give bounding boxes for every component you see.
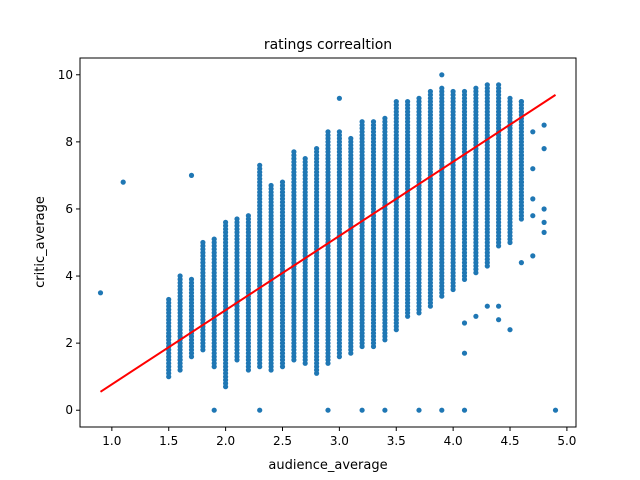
data-point-outlier — [530, 129, 536, 135]
data-point — [496, 82, 502, 88]
points-layer — [97, 72, 559, 413]
data-point-outlier — [461, 407, 468, 413]
data-point-outlier — [530, 196, 536, 202]
x-axis-label: audience_average — [268, 458, 387, 473]
data-point-outlier — [496, 317, 502, 323]
x-axis: 1.0 1.5 2.0 2.5 3.0 3.5 4.0 4.5 5.0 — [102, 427, 576, 448]
x-tick-label: 2.5 — [273, 434, 292, 448]
data-point-outlier — [530, 213, 536, 219]
y-tick-label: 4 — [65, 269, 73, 283]
y-axis: 0 2 4 6 8 10 — [58, 68, 80, 417]
data-point-outlier — [541, 229, 547, 235]
data-point-outlier — [416, 407, 422, 413]
x-tick-label: 5.0 — [557, 434, 576, 448]
data-point — [370, 119, 377, 125]
x-tick-label: 4.5 — [500, 434, 519, 448]
data-point — [450, 88, 456, 95]
data-point — [484, 82, 490, 88]
data-point-outlier — [518, 179, 525, 185]
chart-title: ratings correaltion — [264, 37, 392, 53]
data-point-outlier — [541, 122, 547, 128]
data-point-outlier — [177, 357, 183, 363]
data-point-outlier — [461, 320, 468, 326]
trend-line — [99, 94, 557, 393]
data-point-outlier — [518, 260, 525, 266]
x-tick-label: 3.0 — [330, 434, 349, 448]
data-point-outlier — [484, 303, 490, 309]
data-point — [234, 216, 240, 222]
data-point-outlier — [507, 95, 513, 101]
x-tick-label: 1.0 — [102, 434, 121, 448]
data-point-outlier — [439, 72, 445, 78]
data-point — [166, 296, 172, 303]
data-point — [461, 88, 468, 95]
data-point — [188, 276, 195, 282]
data-point — [382, 115, 388, 121]
data-point-outlier — [530, 166, 536, 172]
data-point — [279, 179, 286, 185]
data-point-outlier — [461, 350, 468, 356]
data-point — [473, 85, 479, 91]
y-tick-label: 0 — [65, 403, 73, 417]
data-point-outlier — [518, 152, 525, 158]
x-tick-label: 4.0 — [444, 434, 463, 448]
x-tick-label: 1.5 — [159, 434, 178, 448]
x-tick-label: 3.5 — [387, 434, 406, 448]
data-point — [211, 236, 217, 242]
data-point-outlier — [552, 407, 559, 413]
data-point-outlier — [439, 407, 445, 413]
data-point-outlier — [541, 206, 547, 212]
data-point — [245, 213, 251, 219]
data-point — [336, 129, 342, 135]
y-tick-label: 6 — [65, 202, 73, 216]
data-point — [257, 162, 263, 168]
data-point — [393, 99, 399, 105]
data-point-outlier — [541, 219, 547, 225]
data-point-outlier — [359, 407, 365, 413]
data-point — [405, 99, 411, 105]
data-point — [359, 119, 365, 125]
y-tick-label: 2 — [65, 336, 73, 350]
data-point — [314, 146, 320, 152]
data-point-outlier — [120, 179, 126, 185]
data-point — [223, 219, 229, 225]
y-tick-label: 8 — [65, 135, 73, 149]
data-point — [177, 273, 183, 279]
data-point — [268, 182, 274, 189]
data-point-outlier — [188, 172, 195, 178]
plot-frame — [79, 57, 577, 428]
data-point-outlier — [382, 407, 388, 413]
data-point-outlier — [97, 290, 104, 296]
data-point-outlier — [496, 303, 502, 309]
data-point-outlier — [541, 146, 547, 152]
data-point — [325, 129, 331, 135]
data-point-outlier — [336, 95, 342, 101]
y-tick-label: 10 — [58, 68, 73, 82]
data-point-outlier — [530, 253, 536, 259]
data-point-outlier — [257, 407, 263, 413]
data-point-outlier — [473, 313, 479, 319]
x-tick-label: 2.0 — [216, 434, 235, 448]
data-point-outlier — [518, 99, 525, 105]
data-point — [200, 239, 206, 246]
data-point-outlier — [507, 327, 513, 333]
data-point-outlier — [325, 407, 331, 413]
data-point — [302, 156, 308, 162]
data-point — [416, 95, 422, 101]
data-point-outlier — [166, 333, 172, 339]
data-point — [291, 149, 297, 155]
y-axis-label: critic_average — [33, 196, 48, 288]
data-point-outlier — [518, 109, 525, 115]
data-point — [348, 135, 354, 142]
data-point — [427, 88, 433, 95]
data-point — [439, 85, 445, 91]
data-point-outlier — [211, 407, 217, 413]
